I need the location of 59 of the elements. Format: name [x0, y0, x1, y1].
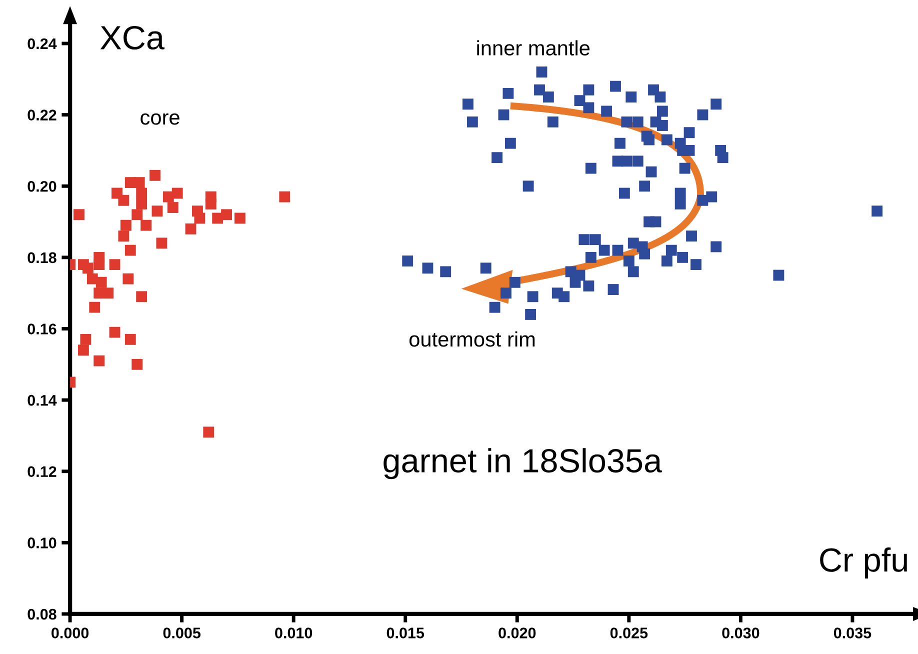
y-tick-label: 0.10 [28, 538, 56, 548]
point [120, 220, 132, 231]
annotation: garnet in 18Slo35a [384, 448, 662, 480]
y-tick-label: 0.20 [28, 180, 56, 192]
point [152, 206, 163, 217]
point [94, 259, 105, 270]
y-tick-label: 0.22 [28, 110, 56, 120]
point [78, 344, 89, 356]
point [156, 238, 168, 249]
x-tick-label: 0.005 [163, 628, 201, 638]
point [205, 198, 216, 210]
point [134, 177, 145, 188]
x-tick-label: 0.030 [722, 628, 760, 638]
x-tick-label: 0.015 [386, 628, 424, 638]
point [122, 273, 134, 284]
point [132, 358, 143, 370]
point [118, 194, 130, 206]
point [80, 334, 92, 345]
x-axis-title: Cr pfu [820, 547, 907, 578]
point [172, 188, 183, 199]
point [150, 170, 160, 181]
y-tick-label: 0.08 [28, 608, 56, 620]
point [136, 198, 148, 210]
point [221, 209, 232, 220]
point [102, 288, 114, 299]
x-tick-label: 0.010 [275, 628, 312, 638]
y-tick-label: 0.16 [28, 324, 56, 334]
y-tick-label: 0.24 [28, 38, 57, 50]
y-tick-label: 0.14 [28, 394, 57, 406]
annotation: inner mantle [477, 40, 590, 56]
point [109, 259, 120, 270]
y-tick-label: 0.18 [28, 252, 56, 264]
y-tick-label: 0.12 [28, 466, 56, 478]
point [203, 426, 214, 438]
point [136, 291, 148, 302]
annotation: outermost rim [409, 331, 535, 347]
x-tick-label: 0.035 [834, 628, 872, 638]
x-tick-label: 0.025 [610, 628, 648, 638]
y-axis-title: XCa [100, 26, 164, 50]
point [96, 276, 107, 288]
point [118, 230, 130, 242]
x-tick-label: 0.000 [52, 628, 89, 638]
point [124, 334, 136, 345]
point [136, 188, 148, 199]
point [194, 212, 206, 224]
point [167, 202, 178, 213]
point [94, 355, 105, 366]
point [109, 326, 120, 338]
point [234, 212, 246, 224]
point [74, 209, 84, 220]
point [185, 223, 196, 234]
point [124, 244, 136, 256]
point [89, 302, 100, 313]
point [140, 220, 152, 231]
point [82, 262, 94, 274]
point [279, 191, 290, 202]
annotation: core [140, 113, 180, 125]
x-tick-label: 0.020 [498, 628, 536, 638]
point [132, 209, 143, 220]
